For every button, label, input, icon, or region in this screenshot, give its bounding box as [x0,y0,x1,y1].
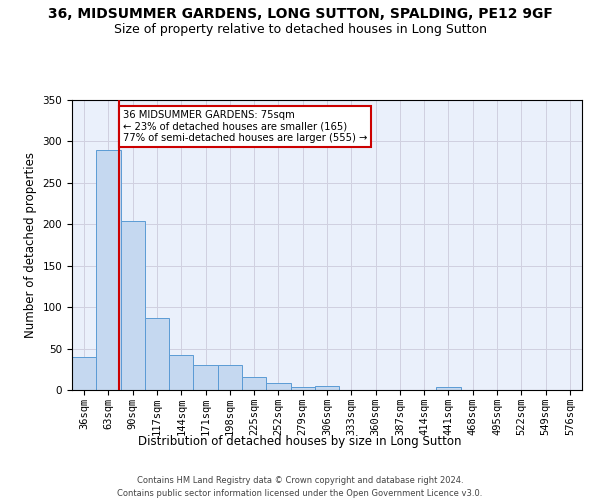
Text: Size of property relative to detached houses in Long Sutton: Size of property relative to detached ho… [113,22,487,36]
Bar [145,318,169,390]
Text: Distribution of detached houses by size in Long Sutton: Distribution of detached houses by size … [138,435,462,448]
Text: Contains HM Land Registry data © Crown copyright and database right 2024.: Contains HM Land Registry data © Crown c… [137,476,463,485]
Text: Contains public sector information licensed under the Open Government Licence v3: Contains public sector information licen… [118,489,482,498]
Bar [218,365,242,390]
Bar [169,355,193,390]
Bar [121,221,145,390]
Bar [290,386,315,390]
Text: 36 MIDSUMMER GARDENS: 75sqm
← 23% of detached houses are smaller (165)
77% of se: 36 MIDSUMMER GARDENS: 75sqm ← 23% of det… [123,110,367,143]
Y-axis label: Number of detached properties: Number of detached properties [24,152,37,338]
Bar [315,386,339,390]
Bar [436,386,461,390]
Bar [193,365,218,390]
Bar [242,376,266,390]
Text: 36, MIDSUMMER GARDENS, LONG SUTTON, SPALDING, PE12 9GF: 36, MIDSUMMER GARDENS, LONG SUTTON, SPAL… [47,8,553,22]
Bar [72,357,96,390]
Bar [96,150,121,390]
Bar [266,384,290,390]
